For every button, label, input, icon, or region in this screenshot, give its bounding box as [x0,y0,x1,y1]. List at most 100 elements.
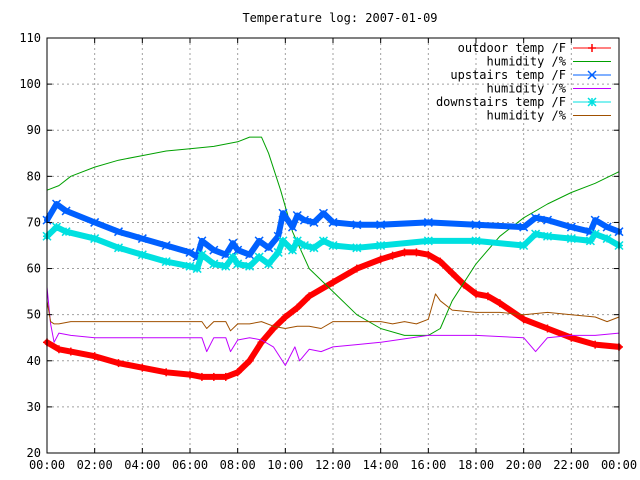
data-point [192,264,202,274]
data-point [542,215,553,225]
data-point [185,261,195,271]
y-tick-label: 70 [27,215,41,229]
y-tick-label: 100 [19,77,41,91]
data-point [531,213,541,223]
data-point [90,217,100,227]
data-point [309,243,319,253]
legend-entry: humidity /% [487,109,611,123]
legend-label: outdoor temp /F [458,41,566,55]
data-point [209,259,219,269]
series-line [46,293,620,332]
data-point [137,234,147,244]
data-point [423,236,433,246]
y-tick-label: 40 [27,354,41,368]
data-point [542,231,553,241]
data-point [292,210,302,221]
x-tick-label: 12:00 [315,458,351,472]
data-point [471,220,481,230]
data-point [423,217,433,227]
grid [47,38,619,453]
chart-title: Temperature log: 2007-01-09 [242,11,437,25]
y-tick-label: 60 [27,262,41,276]
data-point [376,240,386,251]
data-point [273,247,283,257]
x-tick-label: 08:00 [220,458,256,472]
data-point [587,70,597,80]
data-point [245,250,255,260]
series-line [46,286,620,366]
data-point [299,215,309,225]
data-point [278,236,288,246]
x-tick-label: 00:00 [601,458,637,472]
data-point [519,222,529,232]
series-3 [42,199,624,262]
y-tick-label: 50 [27,308,41,322]
series-line [44,249,622,380]
series-1 [43,248,623,381]
legend-label: downstairs temp /F [436,95,566,109]
data-point [197,236,207,246]
data-point [318,236,328,246]
series-4 [46,286,620,366]
data-point [221,250,231,260]
data-point [233,259,243,269]
y-tick-label: 20 [27,446,41,460]
data-point [61,206,71,216]
x-tick-label: 20:00 [506,458,542,472]
data-point [318,208,328,218]
legend-entry: humidity /% [487,55,611,69]
data-point [161,240,171,251]
x-tick-label: 00:00 [29,458,65,472]
x-tick-label: 18:00 [458,458,494,472]
legend-entry: upstairs temp /F [450,68,611,82]
legend-entry: outdoor temp /F [458,41,611,55]
y-tick-label: 80 [27,169,41,183]
data-point [566,234,576,244]
data-point [254,236,264,246]
data-point [590,215,600,225]
legend-label: humidity /% [487,82,567,96]
data-point [352,220,362,230]
legend-label: humidity /% [487,55,567,69]
data-point [197,250,207,260]
data-point [228,238,238,248]
series-5 [42,222,624,274]
data-point [233,245,243,255]
data-point [264,243,274,253]
data-point [299,240,309,251]
series-2 [46,136,620,336]
y-tick-label: 110 [19,31,41,45]
data-point [52,222,62,232]
data-point [221,261,231,271]
legend-label: humidity /% [487,109,567,123]
data-point [590,229,600,239]
data-point [602,234,612,244]
x-tick-label: 04:00 [124,458,160,472]
legend-entry: downstairs temp /F [436,95,611,109]
series-group [42,136,624,381]
data-point [287,222,298,232]
data-point [566,222,576,232]
data-point [185,247,195,257]
data-point [254,252,264,262]
data-point [113,243,124,253]
legend-label: upstairs temp /F [450,68,566,82]
x-tick-label: 14:00 [363,458,399,472]
data-point [209,245,219,255]
data-point [264,259,274,269]
data-point [519,240,529,251]
series-6 [46,293,620,332]
y-tick-label: 90 [27,123,41,137]
x-tick-label: 16:00 [410,458,446,472]
data-point [228,252,238,262]
y-tick-label: 30 [27,400,41,414]
axis-ticks: 00:00 02:00 04:00 06:00 08:00 10:00 12:00 14:00… [19,31,637,472]
data-point [376,220,386,230]
data-point [352,243,362,253]
data-point [90,234,100,244]
data-point [587,97,597,107]
data-point [245,261,255,271]
data-point [585,236,595,246]
x-tick-label: 22:00 [553,458,589,472]
